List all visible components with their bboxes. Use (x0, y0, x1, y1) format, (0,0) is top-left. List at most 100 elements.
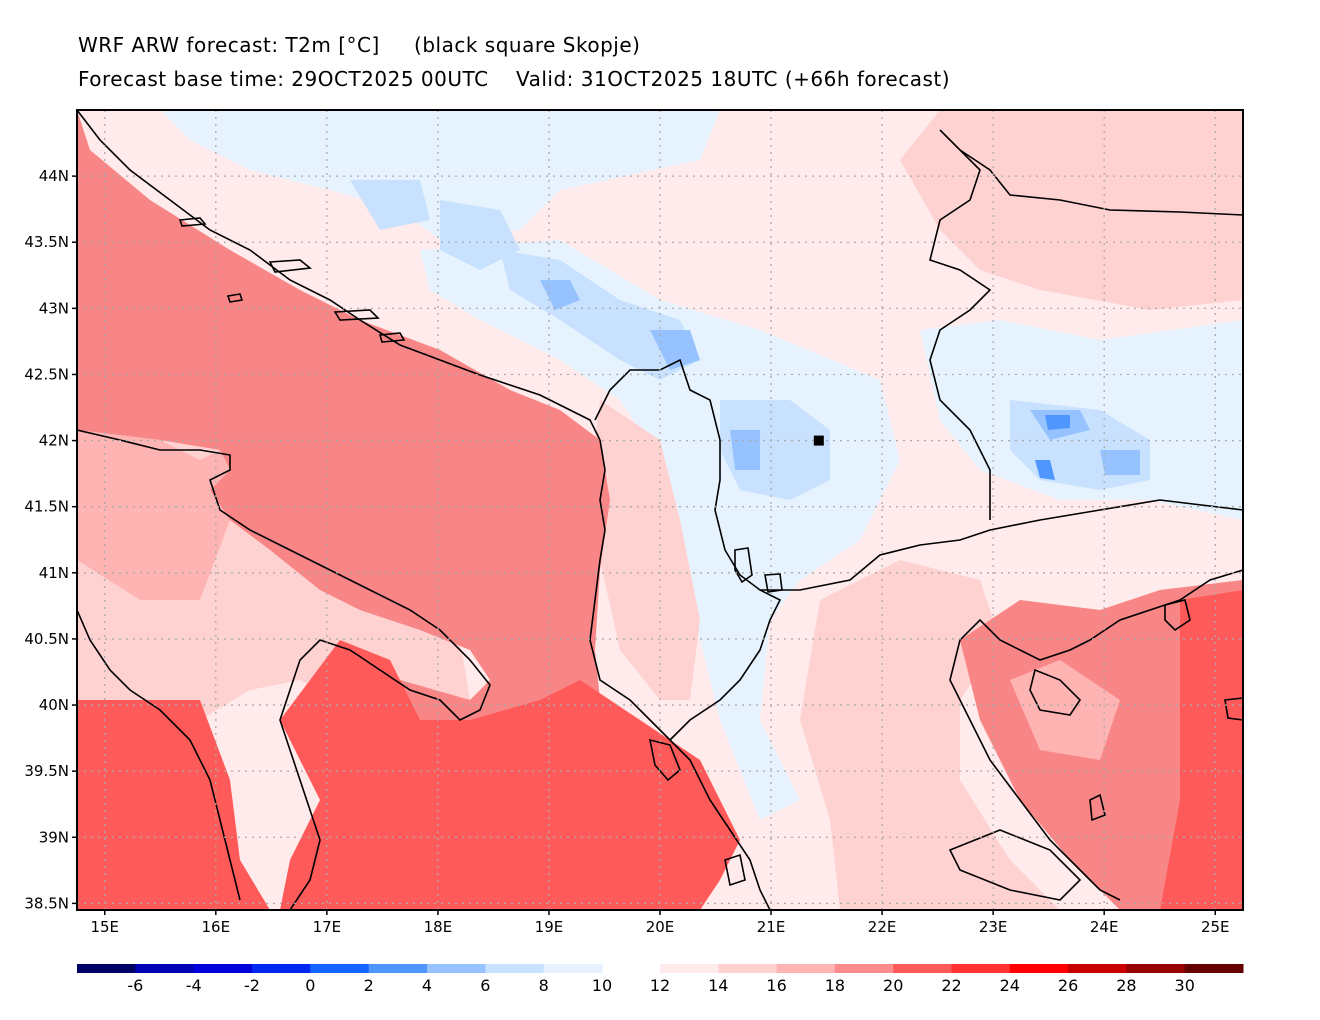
coastline-greece-north (949, 569, 1243, 901)
field-coldest-1 (540, 280, 580, 310)
colorbar-label-cold: -2 (244, 976, 260, 995)
colorbar-swatch-cold (193, 964, 253, 973)
latitude-tick-labels: 38.5N 39N 39.5N 40N 40.5N 41N 41.5N 42N 42.5N 43N… (24, 167, 77, 912)
field-warm-albania (590, 400, 700, 700)
colorbar-label-warm: 24 (1000, 976, 1020, 995)
coastlines-and-borders (77, 110, 1243, 910)
colorbar-label-cold: 0 (305, 976, 315, 995)
colorbar-swatch-warm (951, 964, 1011, 973)
field-cold-2 (720, 400, 830, 500)
colorbar-swatch-cold (368, 964, 428, 973)
lon-tick-label: 21E (757, 918, 786, 936)
field-coldest-5 (1100, 450, 1140, 475)
colorbar: -6 -4 -2 0 2 4 6 8 10 12 14 16 18 20 22 24 26 28 30 (77, 964, 1244, 995)
island-lesbos (1224, 697, 1243, 721)
lat-tick-label: 43.5N (24, 233, 69, 251)
colorbar-label-warm: 22 (941, 976, 961, 995)
colorbar-swatch-cold (135, 964, 195, 973)
island-dalmatian-2 (226, 293, 244, 303)
lat-tick-label: 41.5N (24, 498, 69, 516)
lon-tick-label: 25E (1201, 918, 1230, 936)
lat-tick-label: 43N (39, 299, 69, 317)
colorbar-swatch-cold (77, 964, 136, 973)
lon-tick-label: 17E (313, 918, 342, 936)
colorbar-label-cold: 10 (592, 976, 612, 995)
colorbar-swatch-warm (1184, 964, 1244, 973)
colorbar-label-warm: 12 (650, 976, 670, 995)
colorbar-label-cold: 6 (480, 976, 490, 995)
coastline-italy-calabria (77, 609, 241, 901)
colorbar-swatch-warm (660, 964, 719, 973)
lat-tick-label: 39N (39, 828, 69, 846)
border-romania-bulgaria (959, 149, 1243, 216)
island-dalmatian-1 (178, 217, 207, 227)
field-frost-2 (1035, 460, 1055, 480)
island-euboea (1089, 793, 1106, 822)
field-ionian-sea-east (280, 640, 740, 910)
coastline-corfu (648, 738, 681, 782)
skopje-marker (813, 435, 824, 446)
colorbar-swatch-cold (427, 964, 486, 973)
lake-prespa (764, 573, 783, 593)
lon-tick-label: 19E (535, 918, 564, 936)
lon-tick-label: 24E (1090, 918, 1119, 936)
lat-tick-label: 41N (39, 564, 69, 582)
lat-tick-label: 42.5N (24, 365, 69, 383)
colorbar-label-warm: 18 (825, 976, 845, 995)
field-cold-5 (350, 180, 430, 230)
colorbar-swatch-cold (543, 964, 603, 973)
colorbar-label-warm: 26 (1058, 976, 1078, 995)
colorbar-swatch-cold (252, 964, 311, 973)
map-title-line2: Forecast base time: 29OCT2025 00UTC Vali… (78, 67, 951, 91)
lon-tick-label: 20E (646, 918, 675, 936)
island-lefkada (724, 853, 746, 887)
lake-ohrid (734, 547, 753, 584)
border-montenegro (594, 358, 721, 441)
field-cold-4 (440, 200, 520, 270)
lat-tick-label: 40N (39, 696, 69, 714)
lat-tick-label: 40.5N (24, 630, 69, 648)
field-coastal-italy (77, 430, 230, 600)
coastline-chalkidiki (1029, 668, 1082, 716)
colorbar-label-cold: 2 (364, 976, 374, 995)
border-serbia-bulgaria (929, 129, 992, 520)
colorbar-label-cold: -6 (127, 976, 143, 995)
colorbar-label-warm: 28 (1116, 976, 1136, 995)
map-title-line1: WRF ARW forecast: T2m [°C] (black square… (78, 33, 641, 57)
colorbar-swatch-cold (310, 964, 370, 973)
field-cool-north (160, 110, 720, 240)
longitude-tick-labels: 15E 16E 17E 18E 19E 20E 21E 22E 23E 24E 25E (90, 910, 1230, 936)
field-cool-central (420, 240, 900, 820)
lat-tick-label: 39.5N (24, 762, 69, 780)
colorbar-swatch-warm (893, 964, 952, 973)
lon-tick-label: 18E (424, 918, 453, 936)
field-coldest-2 (650, 330, 700, 370)
colorbar-swatch-warm (834, 964, 894, 973)
coastline-albania (589, 439, 771, 910)
field-aegean-deep (1160, 590, 1243, 910)
colorbar-swatch-cold (485, 964, 545, 973)
lon-tick-label: 23E (979, 918, 1008, 936)
lat-tick-label: 44N (39, 167, 69, 185)
island-dalmatian-4 (333, 309, 380, 321)
colorbar-swatch-warm (718, 964, 778, 973)
field-coastal-greece (1010, 660, 1120, 760)
colorbar-label-warm: 16 (766, 976, 786, 995)
colorbar-label-warm: 20 (883, 976, 903, 995)
coastline-gulf-corinth (948, 829, 1082, 901)
field-coldest-3 (730, 430, 760, 470)
lat-tick-label: 38.5N (24, 894, 69, 912)
island-thasos (1164, 599, 1191, 632)
colorbar-swatch-warm (1068, 964, 1127, 973)
colorbar-swatch-warm (1126, 964, 1186, 973)
lat-tick-label: 42N (39, 432, 69, 450)
lon-tick-label: 16E (202, 918, 231, 936)
colorbar-label-cold: 8 (539, 976, 549, 995)
border-albania-east (669, 440, 782, 741)
lon-tick-label: 15E (90, 918, 119, 936)
colorbar-label-cold: -4 (186, 976, 202, 995)
field-frost-1 (1045, 415, 1070, 430)
field-warm-ne (900, 110, 1243, 310)
coastline-italy-gargano (77, 429, 491, 910)
